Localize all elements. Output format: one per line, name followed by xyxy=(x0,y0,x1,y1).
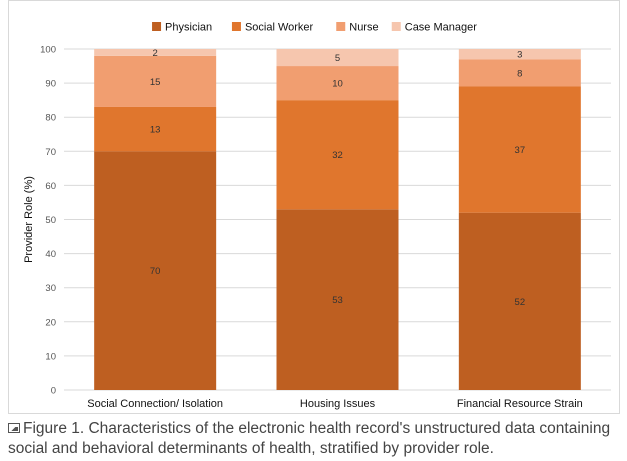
data-label-case-manager-housing-issues: 5 xyxy=(335,53,340,64)
bar-social-worker-financial-resource-strain xyxy=(458,86,581,213)
data-label-physician-financial-resource-strain: 52 xyxy=(515,297,526,308)
data-label-physician-housing-issues: 53 xyxy=(332,295,343,306)
y-axis-title: Provider Role (%) xyxy=(23,176,35,263)
bar-case-manager-housing-issues xyxy=(276,49,399,67)
y-tick-10: 10 xyxy=(45,351,56,362)
stacked-bar-chart: 0 10 20 30 40 50 60 70 80 90 100 70 13 15 2 Social Conn… xyxy=(23,22,611,410)
bar-social-worker-social-connection-isolation xyxy=(94,106,217,152)
y-tick-0: 0 xyxy=(51,386,56,397)
data-label-social-worker-social-connection-isolation: 13 xyxy=(150,125,161,136)
y-tick-70: 70 xyxy=(45,147,56,158)
legend-swatch-case-manager xyxy=(391,22,401,31)
y-tick-20: 20 xyxy=(45,317,56,328)
data-label-nurse-financial-resource-strain: 8 xyxy=(517,68,522,79)
data-label-physician-social-connection-isolation: 70 xyxy=(150,266,161,277)
y-tick-30: 30 xyxy=(45,283,56,294)
image-icon xyxy=(8,423,20,433)
x-tick-financial-resource-strain: Financial Resource Strain xyxy=(457,398,583,410)
bar-physician-financial-resource-strain xyxy=(458,212,581,390)
bar-physician-social-connection-isolation xyxy=(94,151,217,390)
y-tick-50: 50 xyxy=(45,215,56,226)
legend-swatch-physician xyxy=(152,22,162,31)
y-tick-100: 100 xyxy=(40,45,56,56)
legend-label-nurse: Nurse xyxy=(349,22,378,34)
legend-label-case-manager: Case Manager xyxy=(405,22,477,34)
bar-nurse-social-connection-isolation xyxy=(94,55,217,107)
legend-swatch-nurse xyxy=(336,22,346,31)
caption-text: Figure 1. Characteristics of the electro… xyxy=(8,420,611,457)
bar-nurse-housing-issues xyxy=(276,66,399,101)
x-tick-housing-issues: Housing Issues xyxy=(300,398,376,410)
data-label-social-worker-financial-resource-strain: 37 xyxy=(515,145,526,156)
y-tick-40: 40 xyxy=(45,249,56,260)
legend-swatch-social-worker xyxy=(231,22,241,31)
data-label-nurse-social-connection-isolation: 15 xyxy=(150,77,161,88)
data-label-nurse-housing-issues: 10 xyxy=(332,79,343,90)
data-label-case-manager-financial-resource-strain: 3 xyxy=(517,50,522,61)
bar-social-worker-housing-issues xyxy=(276,100,399,210)
bar-case-manager-social-connection-isolation xyxy=(94,49,217,56)
x-tick-social-connection-isolation: Social Connection/ Isolation xyxy=(87,398,223,410)
bar-physician-housing-issues xyxy=(276,209,399,390)
data-label-social-worker-housing-issues: 32 xyxy=(332,150,343,161)
legend-label-social-worker: Social Worker xyxy=(245,22,314,34)
y-tick-90: 90 xyxy=(45,79,56,90)
y-tick-80: 80 xyxy=(45,113,56,124)
legend-label-physician: Physician xyxy=(165,22,212,34)
bar-nurse-financial-resource-strain xyxy=(458,59,581,87)
data-label-case-manager-social-connection-isolation: 2 xyxy=(153,48,158,59)
chart-frame: 0 10 20 30 40 50 60 70 80 90 100 70 13 15 2 Social Conn… xyxy=(8,0,620,414)
bar-case-manager-financial-resource-strain xyxy=(458,49,581,60)
y-tick-60: 60 xyxy=(45,181,56,192)
figure-caption: Figure 1. Characteristics of the electro… xyxy=(8,419,620,459)
